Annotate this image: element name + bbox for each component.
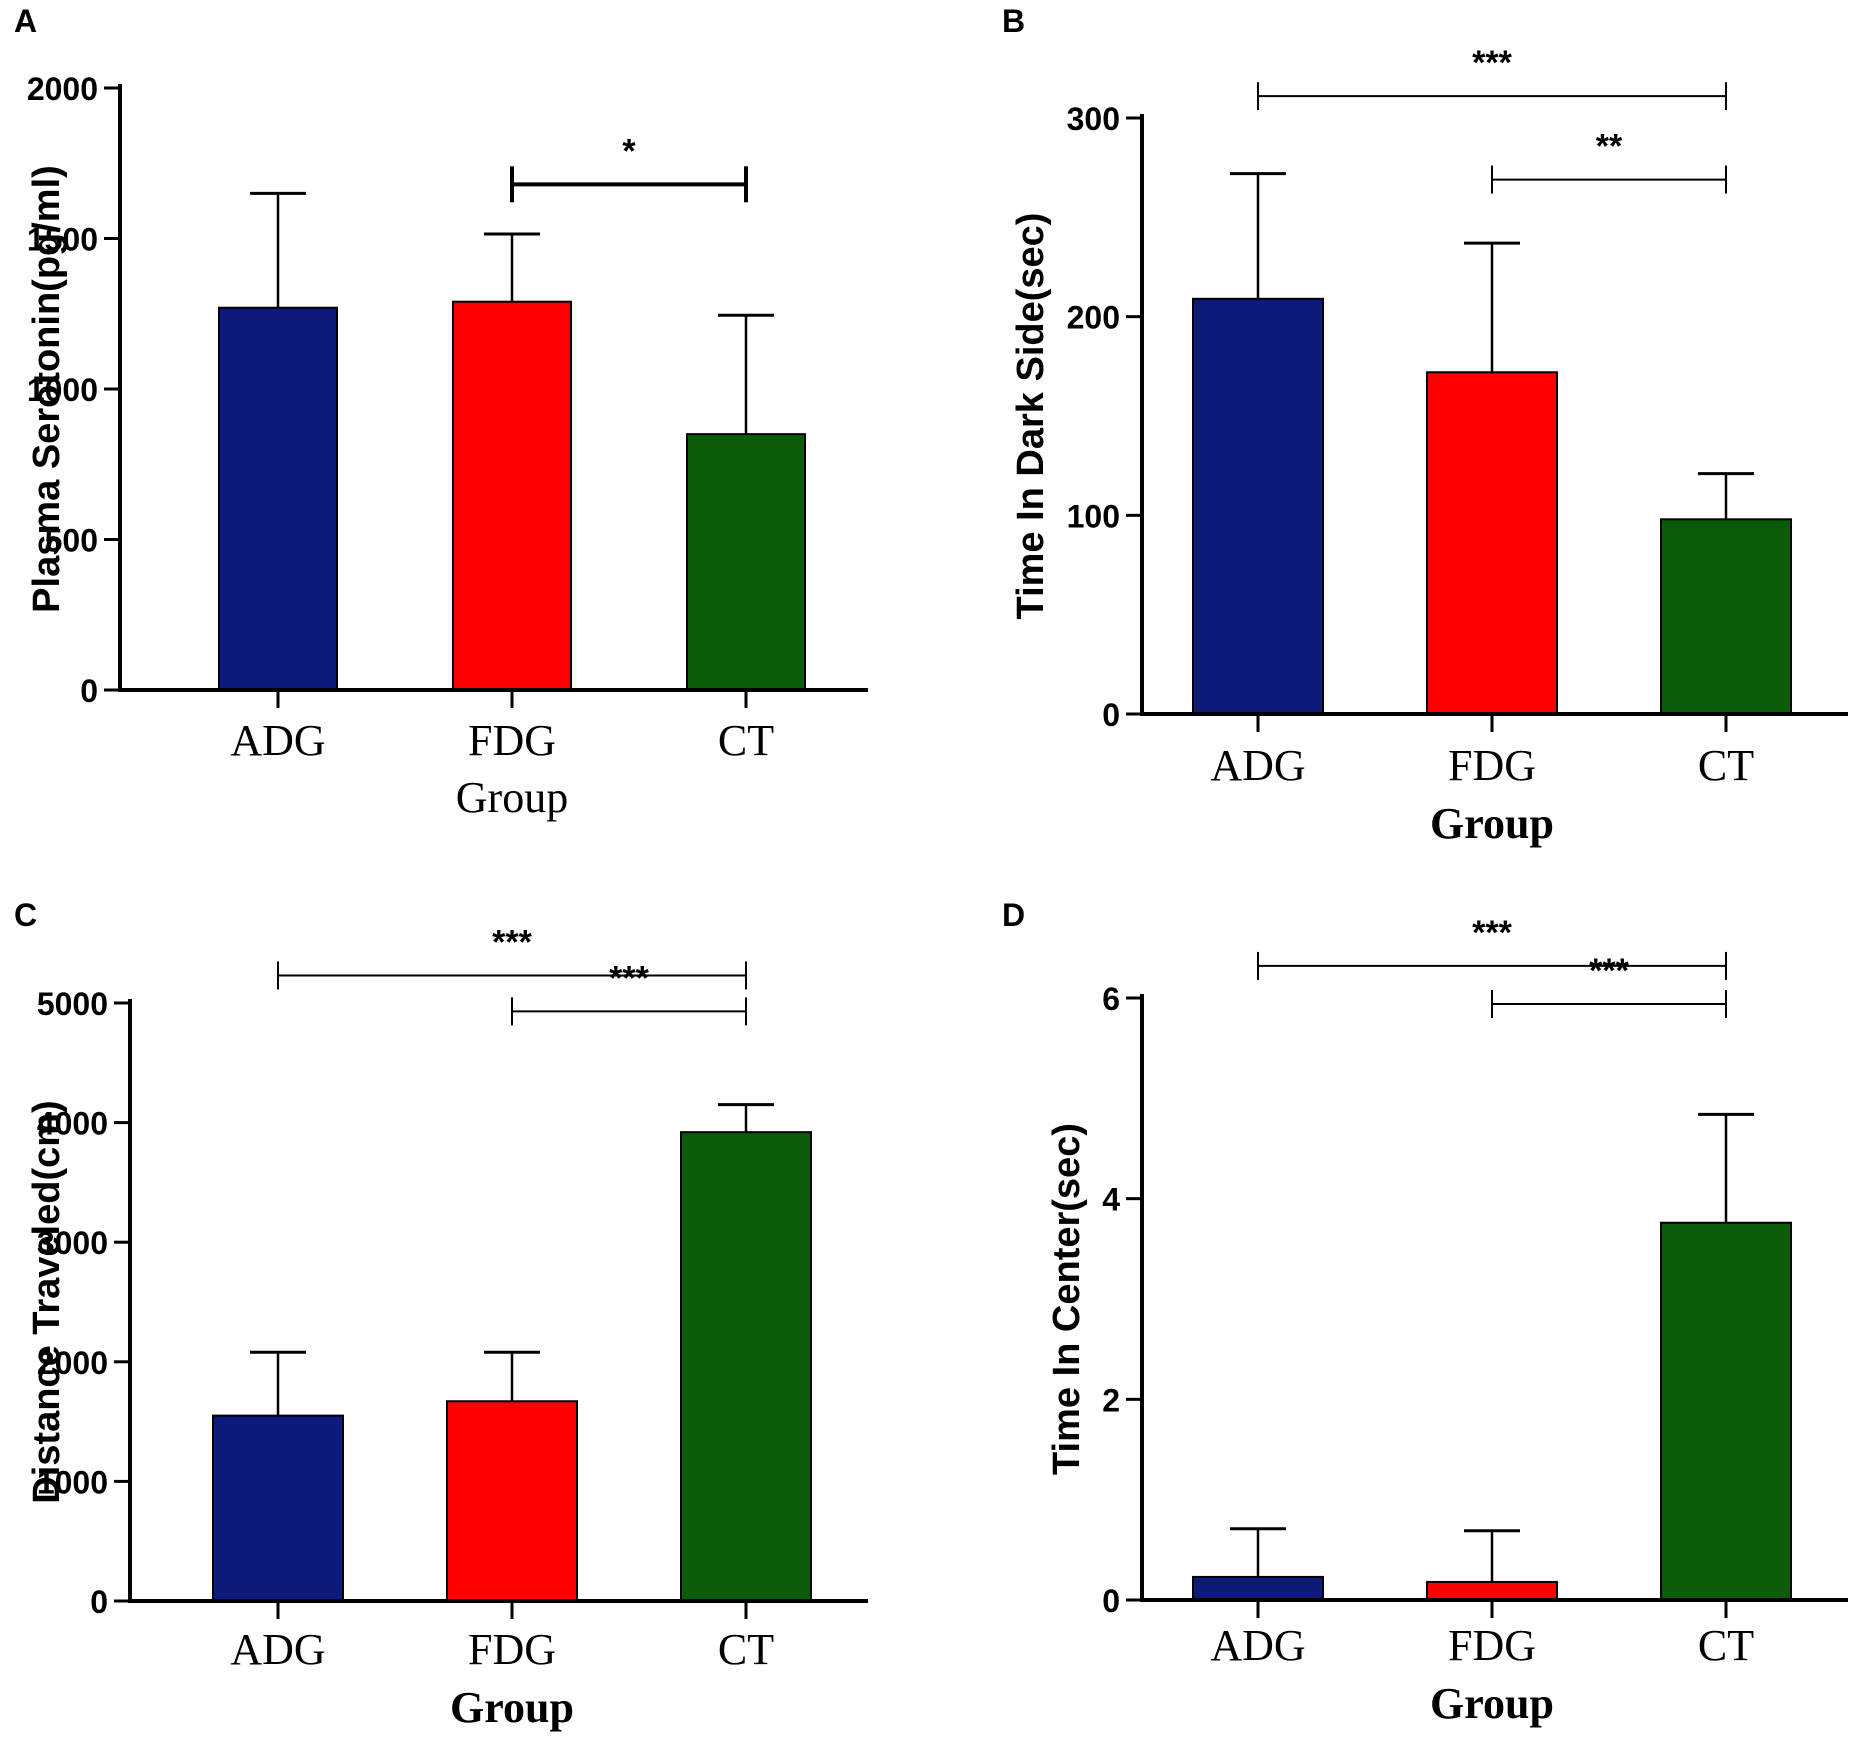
panel-d-y-tick-label: 6 [1102, 981, 1120, 1017]
panel-d-bar-ct [1660, 1221, 1792, 1602]
panel-b-sig-label-0: *** [1472, 44, 1512, 82]
panel-c-bar-ct [680, 1131, 812, 1602]
panel-c-sig-label-0: *** [492, 923, 532, 961]
panel-a-letter: A [14, 3, 37, 39]
panel-d-y-tick-label: 0 [1102, 1583, 1120, 1619]
panel-a-x-tick-label-ct: CT [718, 716, 774, 765]
panel-b-letter: B [1002, 3, 1025, 39]
panel-b-y-axis-title: Time In Dark Side(sec) [1010, 213, 1052, 620]
panel-d-sig-label-0: *** [1472, 914, 1512, 952]
panel-d-bar-fdg [1426, 1580, 1558, 1601]
panel-b-bar-ct [1660, 518, 1792, 715]
panel-c-letter: C [14, 897, 37, 933]
panel-b-x-tick-label-ct: CT [1698, 741, 1754, 790]
panel-a-y-tick-label: 2000 [27, 71, 98, 107]
panel-c-y-tick-label: 0 [90, 1584, 108, 1620]
panel-c-y-tick-label: 2000 [37, 1345, 108, 1381]
panel-a-y-tick-label: 1000 [27, 372, 98, 408]
panel-d-bar-adg [1192, 1575, 1324, 1602]
panel-a-y-axis-title: Plasma Serotonin(pg/ml) [26, 165, 68, 613]
panel-a-chart: A ADG FDG CT 0 500 1000 1500 2000 Group Plasma Ser… [14, 3, 868, 822]
panel-a-bar-fdg [452, 300, 572, 691]
panel-c-sig-label-1: *** [609, 959, 649, 997]
panel-d-x-tick-label-ct: CT [1698, 1621, 1754, 1670]
panel-c-x-tick-label-adg: ADG [230, 1625, 325, 1674]
panel-d-chart: D ADG FDG CT 0 2 4 6 Group Time In Center(sec) ***… [1002, 897, 1848, 1728]
panel-b-x-tick-label-fdg: FDG [1448, 741, 1536, 790]
panel-d-x-axis-title: Group [1430, 1679, 1554, 1728]
panel-d-sig-label-1: *** [1589, 952, 1629, 990]
panel-d-y-tick-label: 4 [1102, 1182, 1120, 1218]
panel-c-y-tick-label: 1000 [37, 1464, 108, 1500]
panel-c-y-tick-label: 3000 [37, 1225, 108, 1261]
panel-c-y-tick-label: 4000 [37, 1106, 108, 1142]
panel-b-y-tick-label: 0 [1102, 697, 1120, 733]
panel-a-y-tick-label: 0 [80, 673, 98, 709]
panel-a-y-tick-label: 500 [45, 523, 98, 559]
panel-d-x-tick-label-adg: ADG [1210, 1621, 1305, 1670]
panel-b-y-tick-label: 200 [1067, 300, 1120, 336]
panel-d-y-tick-label: 2 [1102, 1382, 1120, 1418]
panel-d-y-axis-title: Time In Center(sec) [1046, 1123, 1088, 1475]
panel-a-x-tick-label-adg: ADG [230, 716, 325, 765]
panel-c-bar-fdg [446, 1400, 578, 1602]
panel-c-x-axis-title: Group [450, 1683, 574, 1732]
panel-a-x-tick-label-fdg: FDG [468, 716, 556, 765]
panel-c-y-axis-title: Distance Traveled(cm) [26, 1100, 68, 1503]
panel-c-y-tick-label: 5000 [37, 986, 108, 1022]
panel-b-x-tick-label-adg: ADG [1210, 741, 1305, 790]
panel-d-x-tick-label-fdg: FDG [1448, 1621, 1536, 1670]
panel-a-x-axis-title: Group [456, 773, 568, 822]
panel-b-chart: B ADG FDG CT 0 100 200 300 Group Time In Dark Sid… [1002, 3, 1848, 848]
panel-c-x-tick-label-fdg: FDG [468, 1625, 556, 1674]
panel-b-x-axis-title: Group [1430, 799, 1554, 848]
panel-b-bar-fdg [1426, 371, 1558, 715]
panel-c-bar-adg [212, 1414, 344, 1602]
panel-c-x-tick-label-ct: CT [718, 1625, 774, 1674]
panel-a-sig-label-0: * [622, 132, 636, 170]
panel-c-chart: C ADG FDG CT 0 1000 2000 3000 4000 5000 Group Dista… [14, 897, 868, 1732]
panel-a-y-tick-label: 1500 [27, 222, 98, 258]
panel-b-bar-adg [1192, 297, 1324, 715]
panel-d-letter: D [1002, 897, 1025, 933]
panel-b-sig-label-1: ** [1596, 128, 1623, 166]
panel-b-y-tick-label: 300 [1067, 101, 1120, 137]
panel-b-y-tick-label: 100 [1067, 498, 1120, 534]
panel-a-bar-adg [218, 306, 338, 691]
panel-a-bar-ct [686, 433, 806, 691]
